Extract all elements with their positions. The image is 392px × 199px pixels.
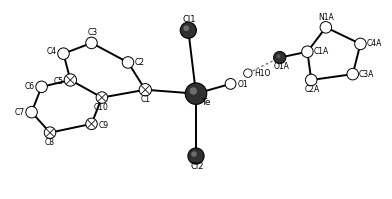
Text: C1A: C1A [314, 47, 329, 56]
Ellipse shape [139, 84, 151, 96]
Text: N1A: N1A [319, 13, 334, 22]
Ellipse shape [274, 51, 286, 64]
Text: C3A: C3A [359, 70, 374, 79]
Ellipse shape [355, 38, 366, 50]
Ellipse shape [26, 106, 37, 118]
Ellipse shape [64, 74, 76, 86]
Text: C7: C7 [15, 108, 25, 117]
Text: O1A: O1A [274, 62, 290, 71]
Ellipse shape [277, 55, 280, 58]
Ellipse shape [36, 81, 47, 93]
Text: C4A: C4A [367, 39, 382, 48]
Ellipse shape [225, 79, 236, 89]
Text: C1: C1 [141, 95, 151, 104]
Ellipse shape [185, 83, 207, 104]
Ellipse shape [190, 87, 197, 95]
Ellipse shape [347, 68, 359, 80]
Ellipse shape [96, 92, 108, 103]
Text: C8: C8 [45, 138, 55, 147]
Text: H1O: H1O [254, 69, 270, 78]
Ellipse shape [320, 21, 332, 33]
Ellipse shape [305, 74, 317, 86]
Text: C5: C5 [53, 77, 64, 86]
Ellipse shape [244, 69, 252, 77]
Text: C4: C4 [46, 47, 56, 56]
Text: Cl2: Cl2 [190, 162, 203, 171]
Ellipse shape [180, 22, 196, 38]
Ellipse shape [86, 37, 97, 49]
Ellipse shape [122, 57, 134, 68]
Ellipse shape [302, 46, 313, 58]
Text: C3: C3 [87, 28, 97, 37]
Text: C2A: C2A [305, 85, 319, 94]
Text: C9: C9 [98, 121, 109, 130]
Ellipse shape [188, 148, 204, 164]
Text: O1: O1 [238, 80, 248, 89]
Text: C2: C2 [135, 58, 145, 67]
Text: C10: C10 [94, 103, 109, 112]
Text: C6: C6 [25, 82, 34, 91]
Ellipse shape [183, 25, 189, 31]
Text: Cl1: Cl1 [182, 15, 196, 24]
Ellipse shape [191, 151, 197, 157]
Ellipse shape [58, 48, 69, 60]
Text: Te: Te [201, 98, 210, 106]
Ellipse shape [44, 127, 56, 139]
Ellipse shape [86, 118, 97, 130]
